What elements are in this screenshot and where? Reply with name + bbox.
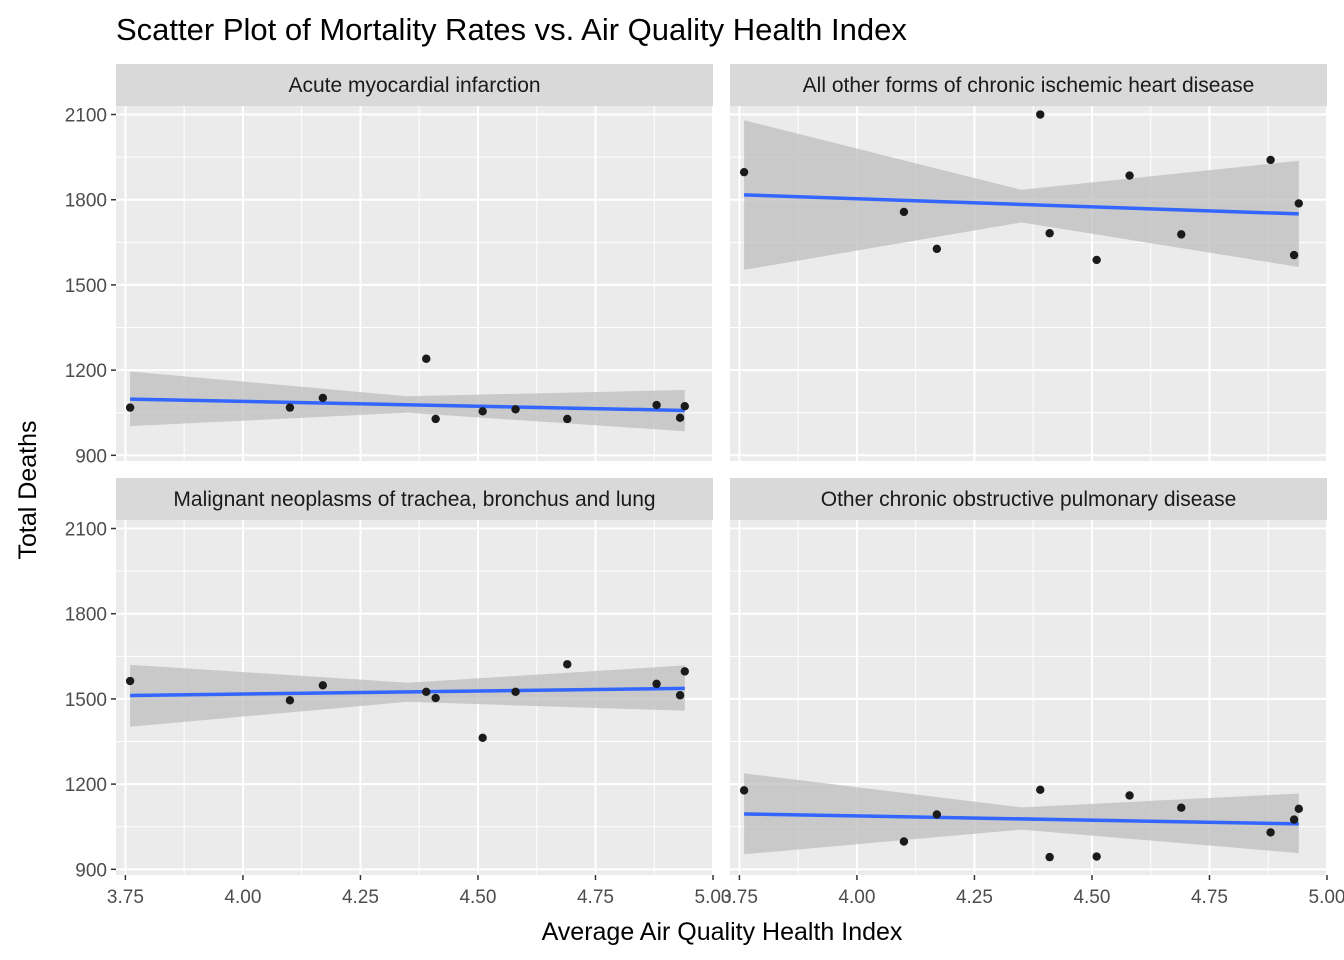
data-point bbox=[125, 676, 135, 686]
data-point bbox=[318, 681, 328, 690]
y-tick-label: 1200 bbox=[65, 775, 107, 796]
data-point bbox=[422, 687, 431, 697]
y-tick-label: 1800 bbox=[65, 191, 107, 212]
data-point bbox=[1289, 815, 1299, 824]
fit-line bbox=[130, 397, 685, 413]
data-point bbox=[511, 405, 520, 414]
facet-strip-label: Malignant neoplasms of trachea, bronchus… bbox=[173, 488, 655, 511]
fit-line bbox=[744, 193, 1299, 216]
y-tick-label: 900 bbox=[75, 446, 107, 467]
facet-strip bbox=[116, 64, 713, 106]
y-tick-label: 1800 bbox=[65, 605, 107, 626]
data-point bbox=[422, 354, 431, 363]
facet-strip bbox=[730, 64, 1327, 106]
data-point bbox=[652, 400, 661, 410]
x-tick-label: 4.50 bbox=[1073, 887, 1110, 908]
y-tick-label: 900 bbox=[75, 860, 107, 881]
y-axis-title: Total Deaths bbox=[14, 421, 42, 560]
data-point bbox=[1266, 155, 1275, 165]
fit-line bbox=[744, 812, 1299, 826]
x-tick-label: 3.75 bbox=[107, 887, 144, 908]
data-point bbox=[680, 667, 689, 676]
x-tick-label: 4.75 bbox=[577, 887, 614, 908]
data-point bbox=[1294, 804, 1303, 814]
facet-strip bbox=[730, 478, 1327, 520]
y-tick-label: 2100 bbox=[65, 520, 107, 541]
data-point bbox=[932, 810, 942, 819]
data-point bbox=[1045, 229, 1054, 238]
data-point bbox=[1125, 171, 1134, 180]
confidence-band bbox=[744, 773, 1299, 855]
data-point bbox=[285, 403, 295, 412]
data-point bbox=[1266, 828, 1275, 837]
x-tick-label: 4.25 bbox=[956, 887, 993, 908]
y-tick-label: 1200 bbox=[65, 361, 107, 382]
data-point bbox=[1036, 785, 1045, 794]
x-tick-label: 3.75 bbox=[721, 887, 758, 908]
x-tick-label: 4.25 bbox=[342, 887, 379, 908]
data-point bbox=[1294, 199, 1303, 208]
data-point bbox=[478, 407, 487, 416]
x-tick-label: 5.00 bbox=[695, 887, 732, 908]
chart-title: Scatter Plot of Mortality Rates vs. Air … bbox=[116, 12, 907, 47]
x-tick-label: 5.00 bbox=[1309, 887, 1344, 908]
data-point bbox=[652, 679, 661, 689]
data-point bbox=[1177, 803, 1186, 812]
data-point bbox=[431, 693, 440, 703]
x-tick-label: 4.50 bbox=[459, 887, 496, 908]
confidence-band bbox=[744, 120, 1299, 270]
data-point bbox=[739, 786, 749, 795]
confidence-band bbox=[130, 664, 685, 727]
data-point bbox=[1045, 852, 1054, 862]
y-tick-label: 2100 bbox=[65, 106, 107, 127]
data-point bbox=[932, 244, 942, 254]
data-point bbox=[1125, 791, 1134, 800]
data-point bbox=[899, 207, 909, 217]
data-point bbox=[675, 413, 685, 423]
y-tick-label: 1500 bbox=[65, 690, 107, 711]
data-point bbox=[739, 167, 749, 177]
data-point bbox=[1177, 230, 1186, 239]
x-tick-label: 4.75 bbox=[1191, 887, 1228, 908]
x-tick-label: 4.00 bbox=[838, 887, 875, 908]
data-point bbox=[318, 393, 328, 403]
facet-strip-label: Other chronic obstructive pulmonary dise… bbox=[821, 488, 1237, 511]
data-point bbox=[1092, 852, 1101, 861]
data-point bbox=[680, 401, 689, 411]
data-point bbox=[431, 414, 440, 424]
facet-strip-label: All other forms of chronic ischemic hear… bbox=[803, 74, 1255, 97]
fit-line bbox=[130, 686, 685, 698]
facet-panel: All other forms of chronic ischemic hear… bbox=[730, 64, 1328, 461]
y-tick-label: 1500 bbox=[65, 276, 107, 297]
data-point bbox=[1036, 110, 1045, 119]
data-point bbox=[478, 733, 487, 743]
facet-panels: Acute myocardial infarction 900 1200 1500 18… bbox=[65, 64, 1344, 908]
data-point bbox=[1092, 255, 1101, 265]
facet-strip bbox=[116, 478, 713, 520]
data-point bbox=[511, 687, 520, 697]
confidence-band bbox=[130, 371, 685, 432]
data-point bbox=[563, 660, 572, 669]
data-point bbox=[563, 414, 572, 424]
facet-strip-label: Acute myocardial infarction bbox=[288, 74, 540, 97]
x-tick-label: 4.00 bbox=[224, 887, 261, 908]
facet-panel: Acute myocardial infarction 900 1200 1500 18… bbox=[65, 64, 714, 467]
data-point bbox=[1289, 250, 1299, 260]
facet-panel: Other chronic obstructive pulmonary dise… bbox=[721, 478, 1344, 908]
x-axis-title: Average Air Quality Health Index bbox=[542, 918, 903, 946]
facet-panel: Malignant neoplasms of trachea, bronchus… bbox=[65, 478, 732, 908]
data-point bbox=[125, 403, 135, 412]
data-point bbox=[285, 696, 295, 705]
data-point bbox=[899, 837, 909, 846]
data-point bbox=[675, 691, 685, 700]
